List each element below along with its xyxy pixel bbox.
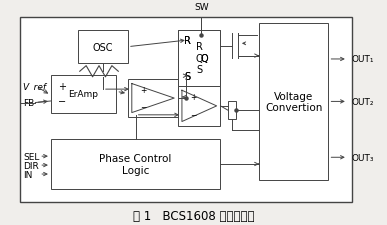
Text: −: − (58, 97, 67, 107)
Bar (228, 102, 236, 120)
Text: OCP: OCP (189, 101, 209, 111)
Text: Phase Control
Logic: Phase Control Logic (99, 153, 172, 175)
Text: +: + (58, 81, 67, 91)
Text: R: R (184, 36, 191, 46)
Text: SEL: SEL (23, 152, 39, 161)
Text: −: − (140, 103, 147, 112)
Text: DIR: DIR (23, 161, 39, 170)
Text: 图 1   BCS1608 的内部结构: 图 1 BCS1608 的内部结构 (133, 209, 254, 222)
Text: IN: IN (23, 170, 33, 179)
Text: SW: SW (194, 3, 209, 12)
Bar (178, 31, 221, 86)
Text: OUT₁: OUT₁ (352, 55, 374, 64)
Text: ErAmp: ErAmp (68, 90, 99, 99)
Bar (51, 140, 221, 189)
Text: Q: Q (200, 54, 208, 63)
Text: OUT₂: OUT₂ (352, 97, 374, 106)
Polygon shape (182, 91, 217, 122)
Text: +: + (140, 85, 147, 94)
Text: −: − (190, 111, 197, 120)
Text: Q: Q (200, 54, 208, 63)
Bar (51, 75, 116, 113)
Text: +: + (190, 93, 197, 102)
Bar (259, 24, 329, 180)
Text: S: S (185, 71, 191, 81)
Text: OUT₃: OUT₃ (352, 153, 374, 162)
Text: OSC: OSC (92, 43, 113, 52)
Text: CMP: CMP (142, 94, 164, 104)
Text: S: S (185, 71, 191, 81)
Text: FB: FB (23, 99, 34, 108)
Bar (178, 31, 221, 86)
Bar (78, 31, 128, 64)
Text: Voltage
Convertion: Voltage Convertion (265, 91, 322, 113)
Text: V ref: V ref (23, 83, 46, 92)
Text: R: R (184, 36, 191, 46)
Text: R
Q
S: R Q S (195, 42, 203, 75)
Bar (128, 80, 178, 117)
Polygon shape (132, 84, 174, 113)
Bar (178, 86, 221, 126)
Bar (20, 17, 352, 202)
